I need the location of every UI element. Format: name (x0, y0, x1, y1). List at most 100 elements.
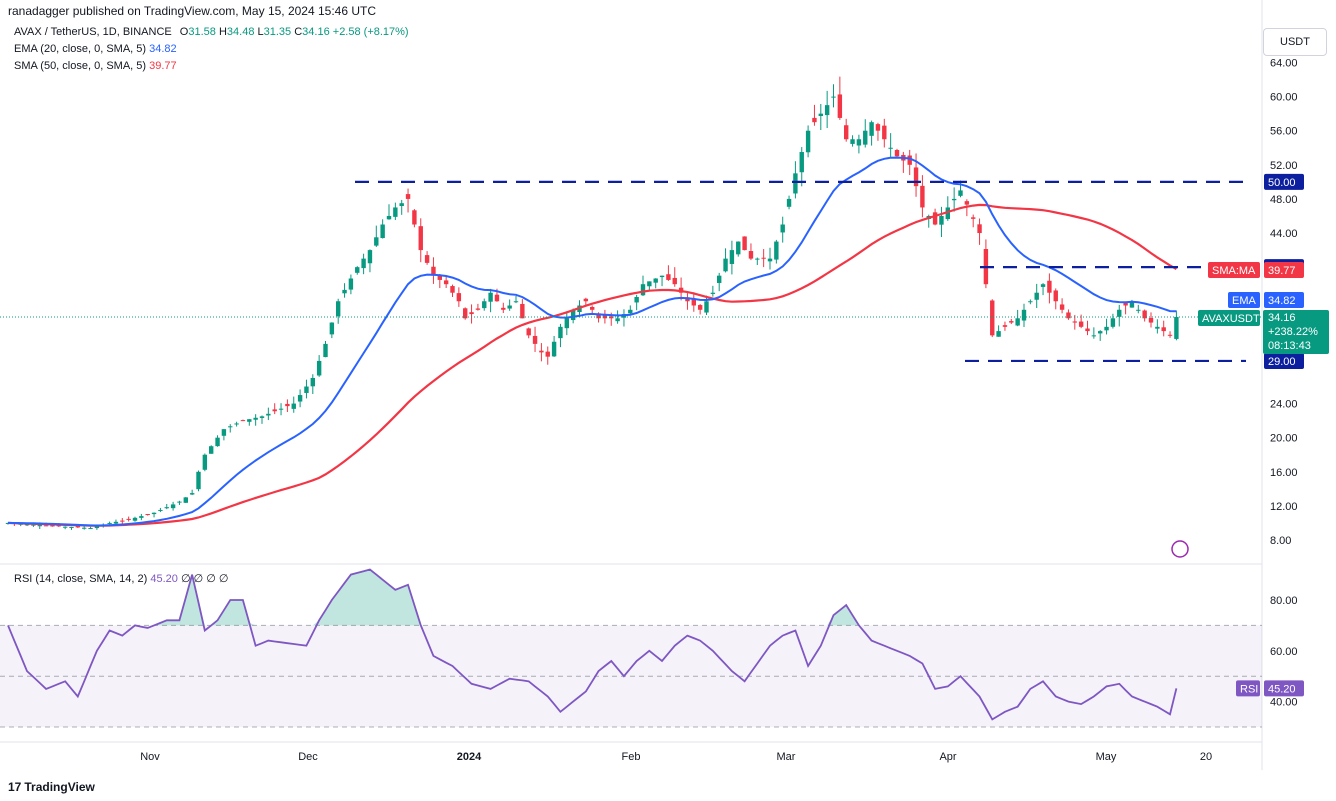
candle-down (272, 409, 277, 412)
candle-down (583, 298, 589, 302)
candle-down (450, 286, 455, 293)
currency-button[interactable]: USDT (1263, 28, 1327, 56)
candle-up (628, 309, 633, 314)
rsi-value-badge-text: 45.20 (1268, 683, 1296, 695)
publisher-header: ranadagger published on TradingView.com,… (8, 4, 377, 18)
candle-up (564, 318, 569, 329)
ema-value-badge (1264, 292, 1304, 308)
candle-up (558, 326, 563, 339)
candle-down (964, 201, 970, 205)
candle-down (43, 525, 49, 527)
rsi-overbought-fill (8, 569, 1177, 626)
candle-down (120, 520, 125, 522)
sma-tag-badge (1208, 262, 1260, 278)
candle-up (94, 526, 100, 529)
candle-up (1021, 309, 1027, 321)
candle-down (126, 518, 131, 520)
candle-up (824, 105, 830, 116)
sma-tag-badge-text: SMA:MA (1212, 265, 1256, 277)
candle-down (1078, 321, 1084, 327)
candle-up (336, 301, 341, 317)
candle-up (774, 241, 779, 260)
rsi-legend-label: RSI (14, close, SMA, 14, 2) (14, 573, 148, 585)
price-tick-label: 16.00 (1270, 467, 1298, 479)
candle-up (139, 516, 144, 518)
candle-up (259, 416, 265, 418)
candle-up (945, 207, 950, 220)
candle-down (456, 293, 462, 302)
candle-up (482, 301, 487, 309)
candle-down (145, 514, 150, 516)
ohlc-h: 34.48 (226, 26, 255, 38)
candle-down (844, 125, 849, 140)
candle-up (183, 497, 188, 503)
candle-up (304, 386, 309, 393)
candle-down (240, 420, 246, 422)
candle-down (920, 185, 925, 208)
time-tick-label: Dec (298, 751, 318, 763)
candle-up (856, 139, 862, 146)
candle-down (50, 525, 55, 527)
candle-up (767, 258, 773, 262)
candle-down (475, 308, 481, 310)
candle-down (501, 307, 506, 310)
time-tick-label: 2024 (457, 751, 482, 763)
candle-down (1142, 310, 1147, 319)
candle-down (545, 351, 550, 357)
candle-up (850, 139, 855, 144)
candle-up (329, 322, 335, 335)
candle-up (316, 360, 322, 376)
candle-up (939, 215, 944, 225)
symbol-label[interactable]: AVAX / TetherUS, 1D, BINANCE (14, 26, 172, 38)
level-50-badge-text: 50.00 (1268, 177, 1296, 189)
candle-up (82, 527, 87, 529)
price-tick-label: 8.00 (1270, 535, 1291, 547)
ema-legend[interactable]: EMA (20, close, 0, SMA, 5) 34.82 (14, 43, 177, 55)
candle-down (463, 308, 468, 319)
candle-up (755, 258, 760, 260)
candle-up (247, 419, 252, 422)
candle-up (717, 275, 722, 283)
candle-up (704, 301, 709, 313)
rsi-line (7, 568, 1178, 721)
candle-down (602, 314, 608, 319)
candle-up (310, 377, 315, 387)
rsi-legend-value: 45.20 (150, 573, 178, 585)
candle-up (888, 147, 893, 149)
time-tick-label: Feb (622, 751, 641, 763)
candle-up (996, 331, 1001, 337)
symbol-tag-badge (1198, 310, 1260, 326)
ohlc-c: 34.16 (302, 26, 330, 38)
level-29-badge (1264, 352, 1304, 369)
ema-value-badge-text: 34.82 (1268, 295, 1296, 307)
candle-up (196, 471, 201, 490)
alert-icon[interactable] (1171, 540, 1189, 558)
candle-down (1123, 302, 1128, 306)
sma-legend[interactable]: SMA (50, close, 0, SMA, 5) 39.77 (14, 60, 177, 72)
symbol-tag-badge-text: AVAXUSDT (1202, 313, 1260, 325)
candle-up (132, 517, 138, 521)
candle-up (507, 305, 512, 309)
candle-up (107, 522, 112, 524)
candle-down (1059, 304, 1065, 310)
time-tick-label: Apr (939, 751, 956, 763)
candle-down (1167, 334, 1173, 336)
candle-up (297, 395, 303, 402)
tradingview-logo[interactable]: 17 TradingView (8, 780, 95, 794)
rsi-legend[interactable]: RSI (14, close, SMA, 14, 2) 45.20 ∅ ∅ ∅ … (14, 572, 228, 585)
candle-up (736, 241, 741, 255)
candle-up (170, 504, 176, 509)
symbol-legend: AVAX / TetherUS, 1D, BINANCE O31.58 H34.… (14, 26, 409, 38)
candle-down (75, 525, 81, 528)
price-badge-pct: +238.22% (1268, 326, 1318, 338)
candle-up (659, 275, 665, 278)
candle-down (520, 303, 525, 319)
time-tick-label: Mar (777, 751, 796, 763)
time-tick-label: Nov (140, 751, 160, 763)
candle-up (805, 130, 811, 153)
candle-down (666, 274, 671, 280)
candle-up (570, 309, 576, 321)
candle-up (342, 289, 347, 294)
rsi-tick-label: 40.00 (1270, 697, 1298, 709)
